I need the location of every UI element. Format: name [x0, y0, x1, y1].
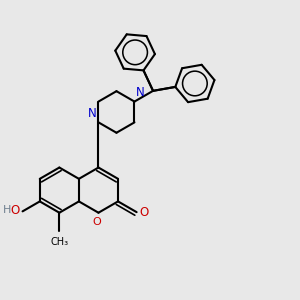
Text: H: H	[3, 206, 11, 215]
Text: O: O	[139, 206, 148, 219]
Text: O: O	[10, 204, 20, 217]
Text: O: O	[93, 218, 101, 227]
Text: N: N	[88, 107, 97, 120]
Text: N: N	[136, 86, 145, 99]
Text: CH₃: CH₃	[51, 237, 69, 247]
